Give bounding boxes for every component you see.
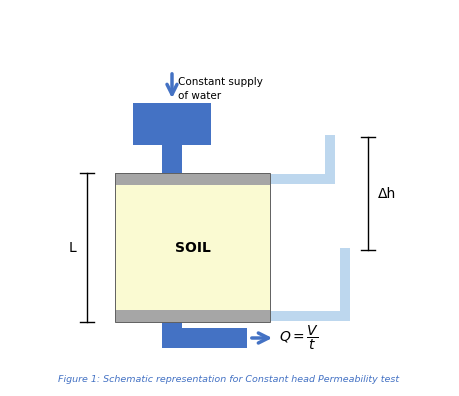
Text: Figure 1: Schematic representation for Constant head Permeability test: Figure 1: Schematic representation for C… xyxy=(58,375,400,384)
Bar xyxy=(115,173,270,185)
Bar xyxy=(162,322,182,348)
Text: Constant supply: Constant supply xyxy=(178,77,263,87)
Text: Δh: Δh xyxy=(378,187,396,200)
Text: $Q = \dfrac{V}{t}$: $Q = \dfrac{V}{t}$ xyxy=(279,324,319,352)
Bar xyxy=(325,135,335,174)
Bar xyxy=(270,174,335,184)
Bar xyxy=(115,185,270,310)
Bar xyxy=(133,103,211,145)
Bar xyxy=(162,328,247,348)
Text: SOIL: SOIL xyxy=(174,240,210,255)
Bar xyxy=(115,310,270,322)
Bar xyxy=(115,173,270,322)
Bar xyxy=(270,311,350,321)
Text: of water: of water xyxy=(178,91,221,101)
Bar xyxy=(162,145,182,173)
Text: L: L xyxy=(69,240,77,255)
Bar xyxy=(340,248,350,311)
